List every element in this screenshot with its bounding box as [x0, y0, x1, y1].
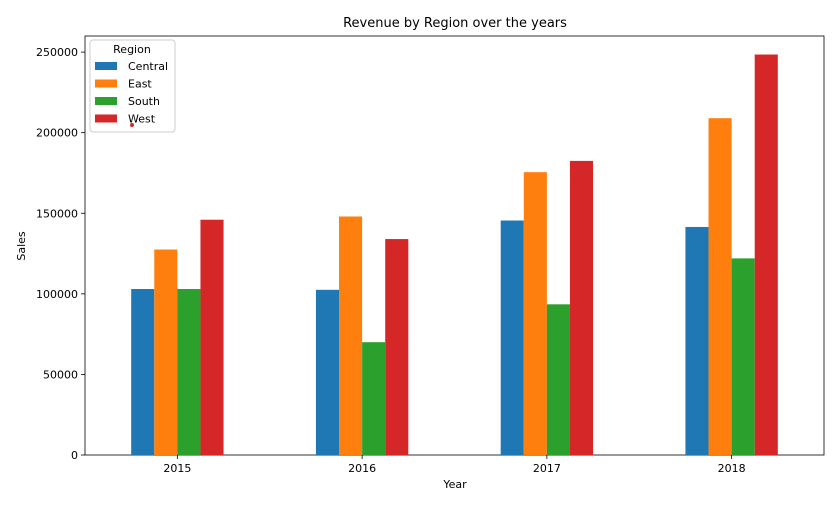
y-tick-label: 50000: [43, 368, 78, 381]
x-tick-label: 2016: [348, 462, 376, 475]
legend-swatch-west: [95, 114, 117, 123]
y-tick-label: 200000: [36, 127, 78, 140]
y-axis-label: Sales: [15, 231, 28, 261]
bar-west-2018: [754, 54, 778, 456]
bar-south-2017: [546, 304, 570, 455]
y-tick-label: 0: [71, 449, 78, 462]
legend-label-east: East: [128, 78, 152, 91]
x-tick-label: 2018: [718, 462, 746, 475]
legend-swatch-south: [95, 97, 117, 105]
x-axis-label: Year: [442, 478, 467, 491]
x-tick-label: 2015: [163, 462, 191, 475]
bar-central-2018: [685, 226, 709, 455]
y-tick-label: 250000: [36, 46, 78, 59]
legend-title: Region: [113, 43, 151, 56]
legend-label-central: Central: [128, 60, 168, 73]
bar-south-2016: [362, 342, 386, 455]
bars-group: [131, 54, 778, 456]
legend-swatch-east: [95, 79, 117, 88]
bar-west-2016: [385, 239, 409, 455]
y-tick-label: 100000: [36, 288, 78, 301]
bar-east-2016: [339, 216, 363, 455]
bar-south-2015: [177, 289, 201, 455]
bar-central-2016: [315, 289, 340, 455]
legend-swatch-central: [95, 62, 117, 70]
legend-label-west: West: [128, 113, 156, 126]
bar-south-2018: [731, 258, 755, 455]
bar-east-2015: [154, 249, 178, 455]
bar-west-2015: [200, 219, 224, 455]
y-tick-label: 150000: [36, 207, 78, 220]
bar-west-2017: [569, 160, 594, 455]
bar-central-2015: [131, 289, 155, 455]
legend-label-south: South: [128, 95, 160, 108]
chart-title: Revenue by Region over the years: [343, 16, 567, 31]
plot-frame: [84, 35, 825, 456]
red-marker-dot: [130, 123, 134, 127]
bar-east-2017: [523, 172, 547, 456]
x-axis: 2015 2016 2017 2018: [163, 455, 746, 475]
y-axis: 0 50000 100000 150000 200000 250000: [36, 46, 85, 462]
bar-east-2018: [708, 118, 732, 455]
x-tick-label: 2017: [533, 462, 561, 475]
legend: Region Central East South West: [89, 39, 176, 133]
plot-area: [84, 35, 825, 456]
legend-items: Central East South West: [95, 60, 168, 126]
bar-central-2017: [500, 220, 524, 455]
